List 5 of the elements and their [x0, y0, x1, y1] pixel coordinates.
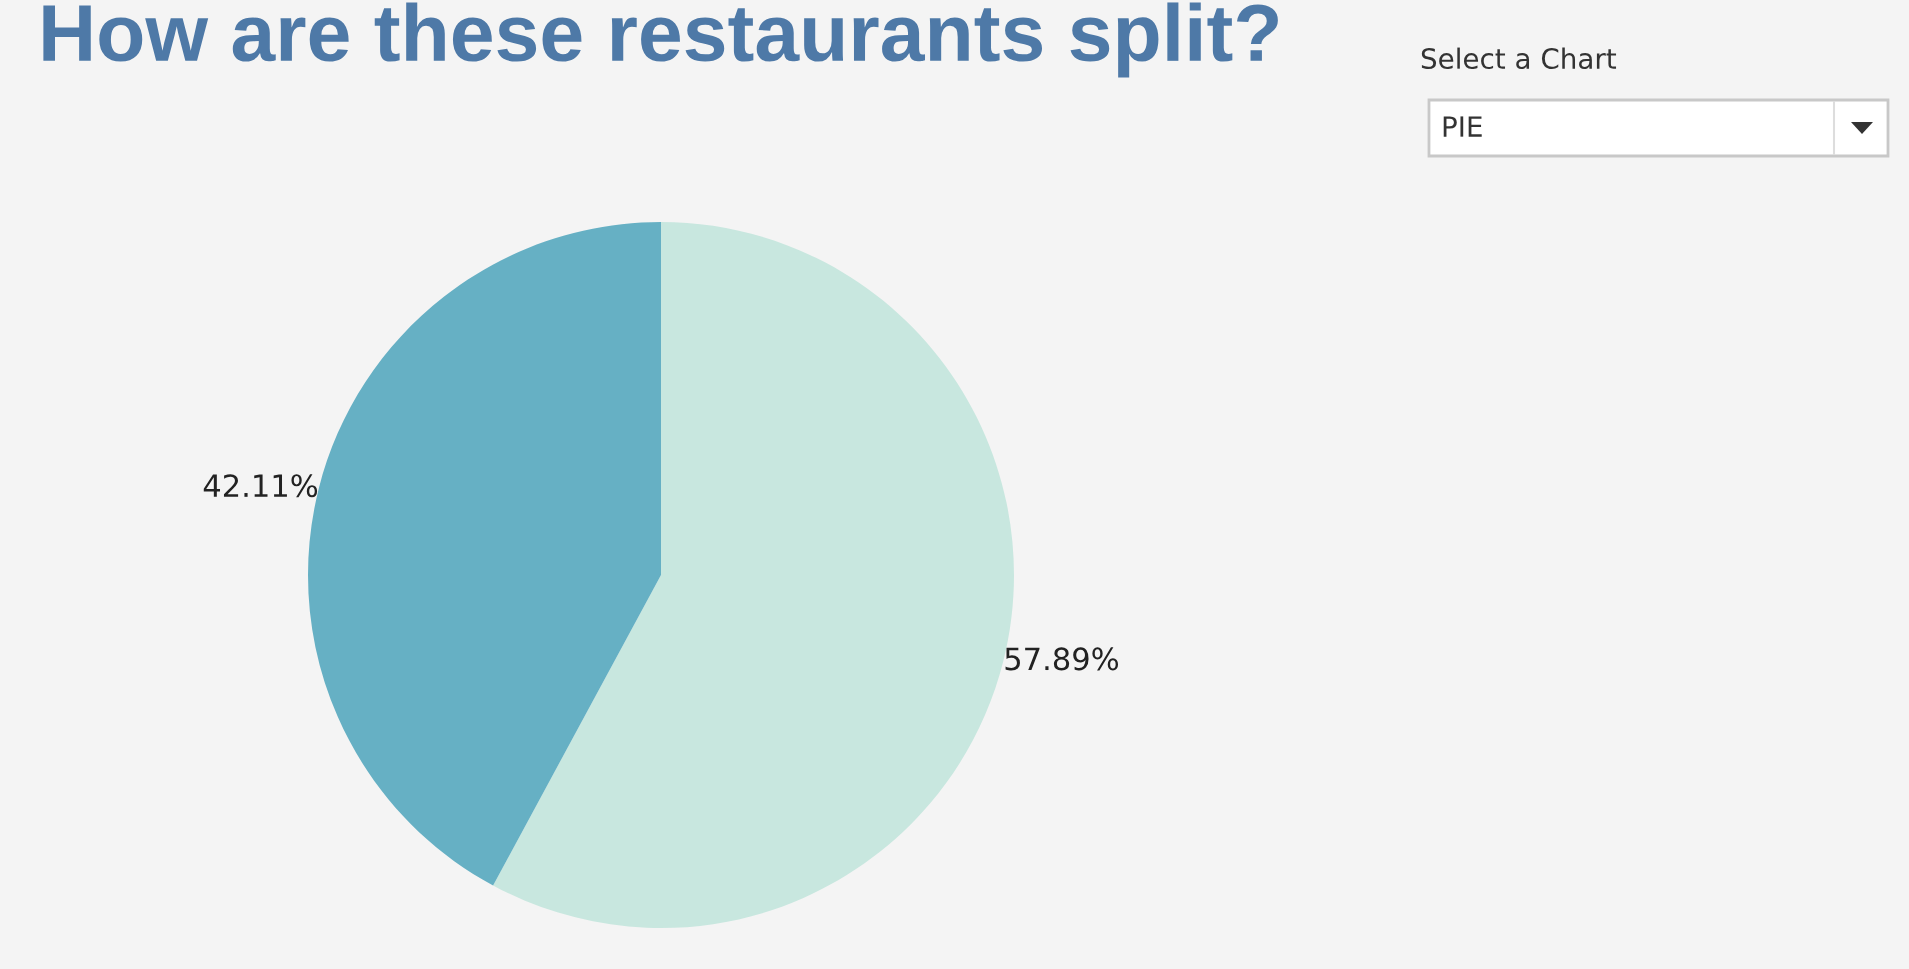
- text: PIE: [1443, 116, 1482, 137]
- text: Select a Chart: [1421, 47, 1617, 70]
- data-label: 57.89%: [1005, 647, 1119, 671]
- chart-title: How are these restaurants split?: [43, 2, 1278, 78]
- data-label: 42.11%: [203, 474, 318, 498]
